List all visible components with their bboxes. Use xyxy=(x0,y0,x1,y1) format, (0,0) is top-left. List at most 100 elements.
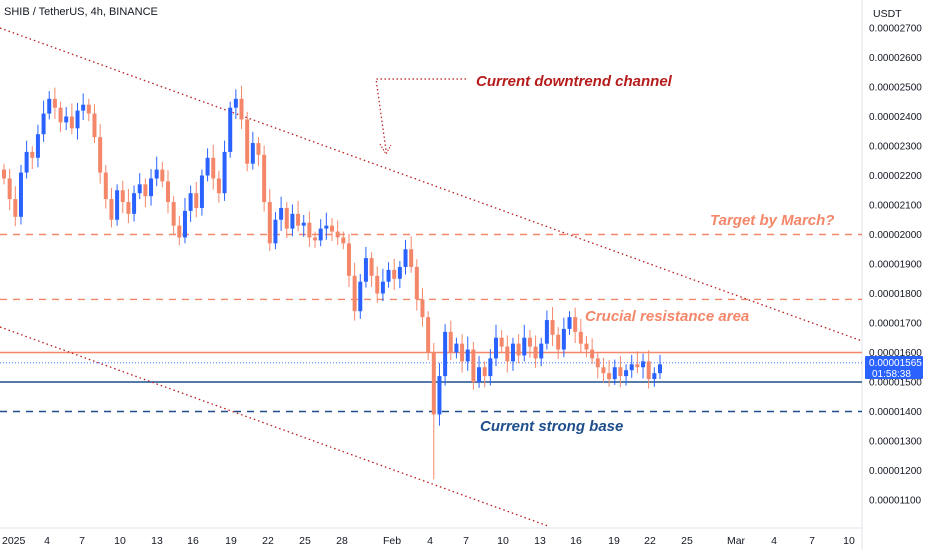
candle-body xyxy=(403,249,408,267)
candle-body xyxy=(414,266,419,300)
candle xyxy=(137,173,142,200)
candle-body xyxy=(386,269,391,282)
candle-body xyxy=(369,258,374,276)
candle-body xyxy=(7,178,12,200)
candle-body xyxy=(239,98,244,120)
time-axis: 2025 4 7 10 13 16 19 22 25 28 Feb 4 7 10 13 16 19 22 25 Mar… xyxy=(2,535,855,547)
x-tick-label: 19 xyxy=(608,535,620,547)
y-tick-label: 0.00002000 xyxy=(869,230,922,241)
candle xyxy=(561,317,566,358)
candle xyxy=(590,338,595,365)
candle xyxy=(443,324,448,386)
candle-body xyxy=(527,337,532,347)
candle xyxy=(324,212,329,240)
candle xyxy=(556,327,561,359)
candle-body xyxy=(499,337,504,347)
candle-body xyxy=(409,249,414,267)
candle xyxy=(182,197,187,244)
candle xyxy=(369,252,374,288)
candle-body xyxy=(477,367,482,382)
candle xyxy=(341,231,346,250)
candle xyxy=(335,220,340,246)
y-tick-label: 0.00002400 xyxy=(869,112,922,123)
candle xyxy=(211,144,216,190)
candle-body xyxy=(233,98,238,108)
candle-body xyxy=(307,222,312,238)
y-tick-label: 0.00001300 xyxy=(869,437,922,448)
candle xyxy=(578,318,583,354)
x-tick-label: 16 xyxy=(570,535,582,547)
x-tick-label: 7 xyxy=(79,535,85,547)
candle xyxy=(539,337,544,367)
candle-body xyxy=(13,199,18,217)
candle-body xyxy=(522,337,527,356)
candle-body xyxy=(69,116,74,129)
y-tick-label: 0.00001200 xyxy=(869,466,922,477)
candle xyxy=(426,311,431,361)
candle xyxy=(103,164,108,209)
candle-body xyxy=(318,228,323,241)
candle-body xyxy=(516,343,521,356)
candle-body xyxy=(341,237,346,244)
candle-body xyxy=(646,361,651,380)
x-tick-label: 25 xyxy=(681,535,693,547)
candle xyxy=(601,357,606,383)
candle-body xyxy=(290,213,295,229)
candle-body xyxy=(81,104,86,111)
candle xyxy=(488,348,493,386)
candle xyxy=(584,335,589,358)
candle-body xyxy=(58,107,63,123)
candle-body xyxy=(245,119,250,164)
candle-body xyxy=(120,190,125,203)
candle-body xyxy=(2,169,6,179)
candle-body xyxy=(426,317,431,353)
candle xyxy=(471,341,476,390)
candle xyxy=(510,337,515,371)
x-tick-label: 19 xyxy=(225,535,237,547)
candle-body xyxy=(375,275,380,294)
x-tick-label: Feb xyxy=(383,535,401,547)
candle xyxy=(318,219,323,247)
candle xyxy=(544,310,549,350)
candle-body xyxy=(561,328,566,350)
candle xyxy=(194,181,199,218)
candle-body xyxy=(358,281,363,312)
annotation-downtrend-channel: Current downtrend channel xyxy=(476,73,673,90)
candle-body xyxy=(460,343,465,362)
y-tick-label: 0.00001400 xyxy=(869,407,922,418)
candle-body xyxy=(222,151,227,194)
candle xyxy=(239,85,244,129)
x-tick-label: 4 xyxy=(44,535,50,547)
candle xyxy=(595,352,600,379)
candle xyxy=(346,233,351,288)
candle xyxy=(296,200,301,232)
x-tick-label: 10 xyxy=(843,535,855,547)
candle xyxy=(499,330,504,353)
candle xyxy=(403,239,408,275)
y-tick-label: 0.00001100 xyxy=(869,496,922,507)
x-tick-label: 22 xyxy=(644,535,656,547)
x-tick-label: 4 xyxy=(771,535,777,547)
y-tick-label: 0.00001800 xyxy=(869,289,922,300)
candle xyxy=(607,360,612,387)
candle-body xyxy=(556,334,561,350)
candle-body xyxy=(30,151,35,158)
candle-body xyxy=(154,169,159,179)
candle xyxy=(454,337,459,359)
candle-body xyxy=(352,275,357,312)
candle-body xyxy=(211,157,216,179)
candle xyxy=(120,180,125,214)
candle xyxy=(143,178,148,208)
chart-title: SHIB / TetherUS, 4h, BINANCE xyxy=(4,6,158,18)
candle-body xyxy=(346,243,351,276)
x-tick-label: 25 xyxy=(299,535,311,547)
candle-body xyxy=(171,202,176,226)
candle-body xyxy=(160,169,165,182)
candle xyxy=(612,359,617,385)
y-tick-label: 0.00002700 xyxy=(869,24,922,35)
candle-body xyxy=(228,107,233,152)
candle-body xyxy=(380,281,385,294)
candle xyxy=(629,354,634,378)
